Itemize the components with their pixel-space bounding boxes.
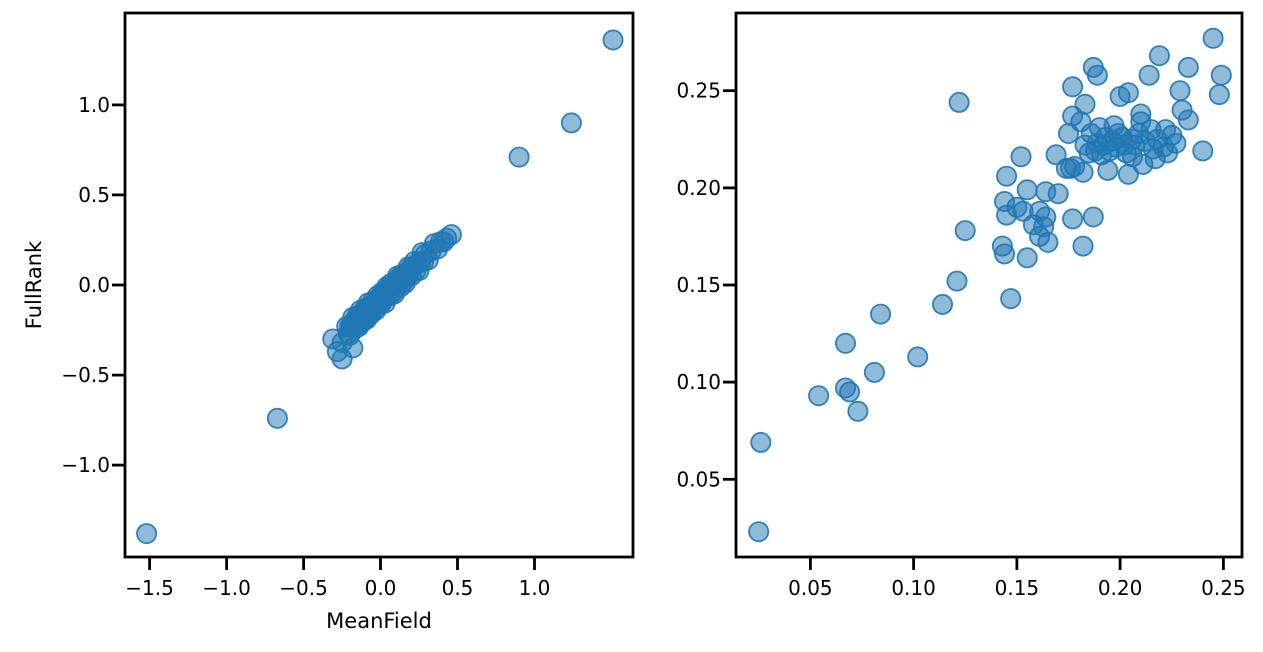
x-tick-label: 0.0 bbox=[365, 576, 397, 600]
x-tick-label: −0.5 bbox=[279, 576, 328, 600]
data-point bbox=[1047, 183, 1069, 205]
data-point bbox=[1016, 247, 1038, 269]
data-point bbox=[839, 381, 861, 403]
y-tick-label: 0.20 bbox=[676, 176, 721, 200]
y-tick-label: 0.0 bbox=[78, 273, 110, 297]
data-point bbox=[1072, 235, 1094, 257]
data-point bbox=[1016, 179, 1038, 201]
scatter-points bbox=[748, 27, 1232, 543]
data-point bbox=[1000, 288, 1022, 310]
x-tick-label: 0.20 bbox=[1098, 576, 1143, 600]
data-point bbox=[326, 341, 348, 363]
data-point bbox=[1072, 161, 1094, 183]
y-tick-label: 0.05 bbox=[676, 467, 721, 491]
y-tick-label: −1.0 bbox=[61, 453, 110, 477]
y-tick-label: 1.0 bbox=[78, 93, 110, 117]
x-tick-label: 0.10 bbox=[891, 576, 936, 600]
data-point bbox=[907, 346, 929, 368]
data-point bbox=[932, 293, 954, 315]
data-point bbox=[1117, 82, 1139, 104]
meanfield-vs-fullrank-plot: −1.5 −1.0 −0.5 0.0 0.5 1.0 1.0 0.5 0.0 −0.5 −1.0 Me… bbox=[22, 11, 635, 633]
y-tick-label: 0.25 bbox=[676, 79, 721, 103]
data-point bbox=[1082, 206, 1104, 228]
data-point bbox=[946, 270, 968, 292]
data-point bbox=[1035, 206, 1057, 228]
data-point bbox=[508, 146, 530, 168]
y-tick-label: 0.15 bbox=[676, 273, 721, 297]
data-point bbox=[440, 224, 462, 246]
data-point bbox=[1062, 208, 1084, 230]
y-axis-label: FullRank bbox=[22, 240, 46, 329]
y-tick-label: −0.5 bbox=[61, 363, 110, 387]
data-point bbox=[996, 165, 1018, 187]
data-point bbox=[1138, 64, 1160, 86]
data-point bbox=[1097, 159, 1119, 181]
data-point bbox=[1037, 231, 1059, 253]
data-point bbox=[748, 521, 770, 543]
data-point bbox=[1086, 64, 1108, 86]
data-point bbox=[1202, 27, 1224, 49]
x-tick-label: 0.05 bbox=[788, 576, 833, 600]
data-point bbox=[1210, 64, 1232, 86]
x-tick-label: −1.5 bbox=[125, 576, 174, 600]
data-point bbox=[948, 91, 970, 113]
data-point bbox=[1161, 124, 1183, 146]
x-tick-label: 0.15 bbox=[995, 576, 1040, 600]
data-point bbox=[560, 112, 582, 134]
data-point bbox=[1074, 93, 1096, 115]
data-point bbox=[808, 385, 830, 407]
data-point bbox=[1192, 140, 1214, 162]
y-tick-label: 0.5 bbox=[78, 183, 110, 207]
data-point bbox=[863, 361, 885, 383]
x-axis-label: MeanField bbox=[326, 609, 432, 633]
x-tick-label: 0.25 bbox=[1201, 576, 1246, 600]
data-point bbox=[1062, 76, 1084, 98]
data-point bbox=[1148, 45, 1170, 67]
data-point bbox=[870, 303, 892, 325]
data-point bbox=[136, 523, 158, 545]
data-point bbox=[1084, 140, 1106, 162]
y-tick-label: 0.10 bbox=[676, 370, 721, 394]
data-point bbox=[266, 407, 288, 429]
data-point bbox=[602, 29, 624, 51]
x-tick-label: −1.0 bbox=[202, 576, 251, 600]
data-point bbox=[1177, 56, 1199, 78]
axes-frame bbox=[734, 11, 1244, 559]
data-point bbox=[750, 431, 772, 453]
data-point bbox=[994, 243, 1016, 265]
data-point bbox=[1103, 115, 1125, 137]
x-tick-label: 0.5 bbox=[442, 576, 474, 600]
data-point bbox=[1169, 80, 1191, 102]
data-point bbox=[1177, 109, 1199, 131]
scatter-points bbox=[136, 29, 624, 545]
sd-comparison-plot: 0.05 0.10 0.15 0.20 0.25 0.25 0.20 0.15 0.10 0.05 bbox=[676, 11, 1246, 600]
data-point bbox=[847, 400, 869, 422]
data-point bbox=[1208, 84, 1230, 106]
data-point bbox=[1010, 146, 1032, 168]
x-tick-label: 1.0 bbox=[519, 576, 551, 600]
data-point bbox=[1122, 146, 1144, 168]
data-point bbox=[954, 220, 976, 242]
data-point bbox=[835, 332, 857, 354]
